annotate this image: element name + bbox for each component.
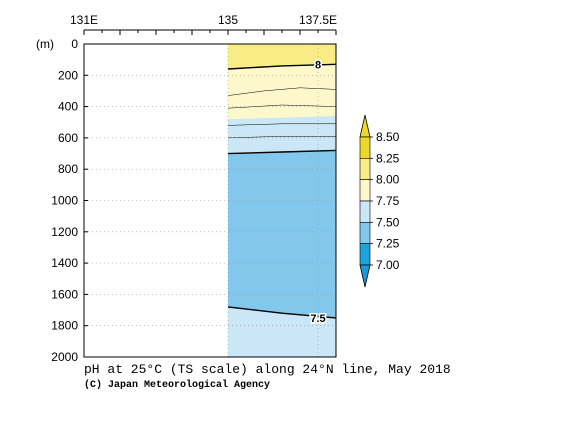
credit-text: (C) Japan Meteorological Agency: [84, 379, 270, 391]
colorbar-segment: [359, 158, 371, 180]
y-tick-label: 1400: [51, 256, 78, 270]
colorbar-label: 8.00: [376, 173, 400, 187]
colorbar-segment: [359, 179, 371, 202]
grid-layer: [84, 44, 336, 357]
ph-band-3: [228, 150, 336, 318]
ph-band-4: [228, 306, 336, 357]
colorbar-label: 7.00: [376, 258, 400, 272]
y-tick-label: 1000: [51, 194, 78, 208]
colorbar-top-arrow: [359, 114, 371, 138]
contour-label-6: 7.5: [310, 313, 325, 325]
x-tick-label: 137.5E: [299, 13, 337, 27]
y-tick-label: 2000: [51, 350, 78, 364]
colorbar-label: 8.25: [376, 151, 400, 165]
y-tick-label: 800: [58, 162, 78, 176]
colorbar-segment: [359, 243, 371, 266]
ph-band-1: [228, 64, 336, 120]
colorbar-segment: [359, 136, 371, 159]
y-tick-label: 600: [58, 131, 78, 145]
y-axis-unit-label: (m): [36, 37, 54, 51]
colorbar-label: 7.25: [376, 237, 400, 251]
colorbar-label: 8.50: [376, 130, 400, 144]
y-tick-label: 200: [58, 68, 78, 82]
colorbar-bottom-arrow: [359, 264, 371, 288]
colorbar-label: 7.75: [376, 194, 400, 208]
y-tick-label: 0: [71, 37, 78, 51]
contour-line-3: [227, 123, 336, 126]
x-axis: 131E 135 137.5E: [70, 13, 337, 35]
colorbar-label: 7.50: [376, 215, 400, 229]
contour-line-2: [227, 104, 337, 109]
y-tick-label: 1200: [51, 225, 78, 239]
y-axis: 0 200 400 600 800 1000 1200 1400 1600 1800 2000: [51, 37, 88, 364]
colorbar-legend: 8.50 8.25 8.00 7.75 7.50 7.25 7.00: [359, 114, 400, 288]
y-tick-label: 1800: [51, 319, 78, 333]
x-tick-label: 135: [218, 13, 238, 27]
y-tick-label: 1600: [51, 287, 78, 301]
colorbar-segment: [359, 222, 371, 244]
contour-line-5: [227, 149, 337, 155]
ph-band-0: [228, 44, 336, 69]
contour-fill-layer: [228, 44, 336, 357]
colorbar-segment: [359, 200, 371, 223]
contour-label-0: 8: [315, 59, 321, 71]
ph-band-2: [228, 116, 336, 154]
chart-title: pH at 25°C (TS scale) along 24°N line, M…: [84, 362, 451, 377]
x-tick-label: 131E: [70, 13, 98, 27]
y-tick-label: 400: [58, 100, 78, 114]
